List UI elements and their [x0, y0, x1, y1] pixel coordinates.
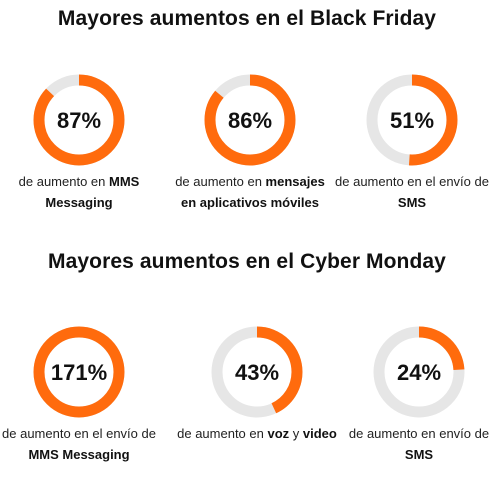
stat-caption: de aumento en voz y video [177, 426, 337, 441]
stat-bf-sms: 51% de aumento en el envío de SMS [330, 72, 494, 213]
ring-arc [373, 326, 465, 418]
stat-caption: de aumento en MMS Messaging [18, 174, 140, 210]
donut-ring: 43% [211, 326, 303, 418]
stat-bf-apps: 86% de aumento en mensajes en aplicativo… [168, 72, 332, 213]
ring-arc [366, 74, 458, 166]
ring-arc [33, 74, 125, 166]
stat-caption: de aumento en el envío de SMS [335, 174, 489, 210]
ring-arc [211, 326, 303, 418]
ring-arc [33, 326, 125, 418]
donut-ring: 24% [373, 326, 465, 418]
stat-caption: de aumento en envío de SMS [348, 426, 490, 462]
stat-value: 86% [228, 108, 272, 133]
stat-caption: de aumento en el envío de MMS Messaging [2, 426, 156, 462]
stat-value: 87% [57, 108, 101, 133]
stat-cm-sms: 24% de aumento en envío de SMS [337, 324, 494, 465]
stat-cm-voice: 43% de aumento en voz y video [175, 324, 339, 444]
ring-arc [204, 74, 296, 166]
stat-value: 43% [235, 360, 279, 385]
black-friday-title: Mayores aumentos en el Black Friday [57, 7, 437, 30]
stat-value: 24% [397, 360, 441, 385]
stat-value: 171% [51, 360, 107, 385]
donut-ring: 87% [33, 74, 125, 166]
stat-cm-mms: 171% de aumento en el envío de MMS Messa… [0, 324, 161, 465]
donut-ring: 86% [204, 74, 296, 166]
stat-caption: de aumento en mensajes en aplicativos mó… [175, 174, 325, 210]
cyber-monday-title: Mayores aumentos en el Cyber Monday [48, 250, 446, 273]
stat-bf-mms: 87% de aumento en MMS Messaging [0, 72, 161, 213]
donut-ring: 51% [366, 74, 458, 166]
donut-ring: 171% [33, 326, 125, 418]
stat-value: 51% [390, 108, 434, 133]
